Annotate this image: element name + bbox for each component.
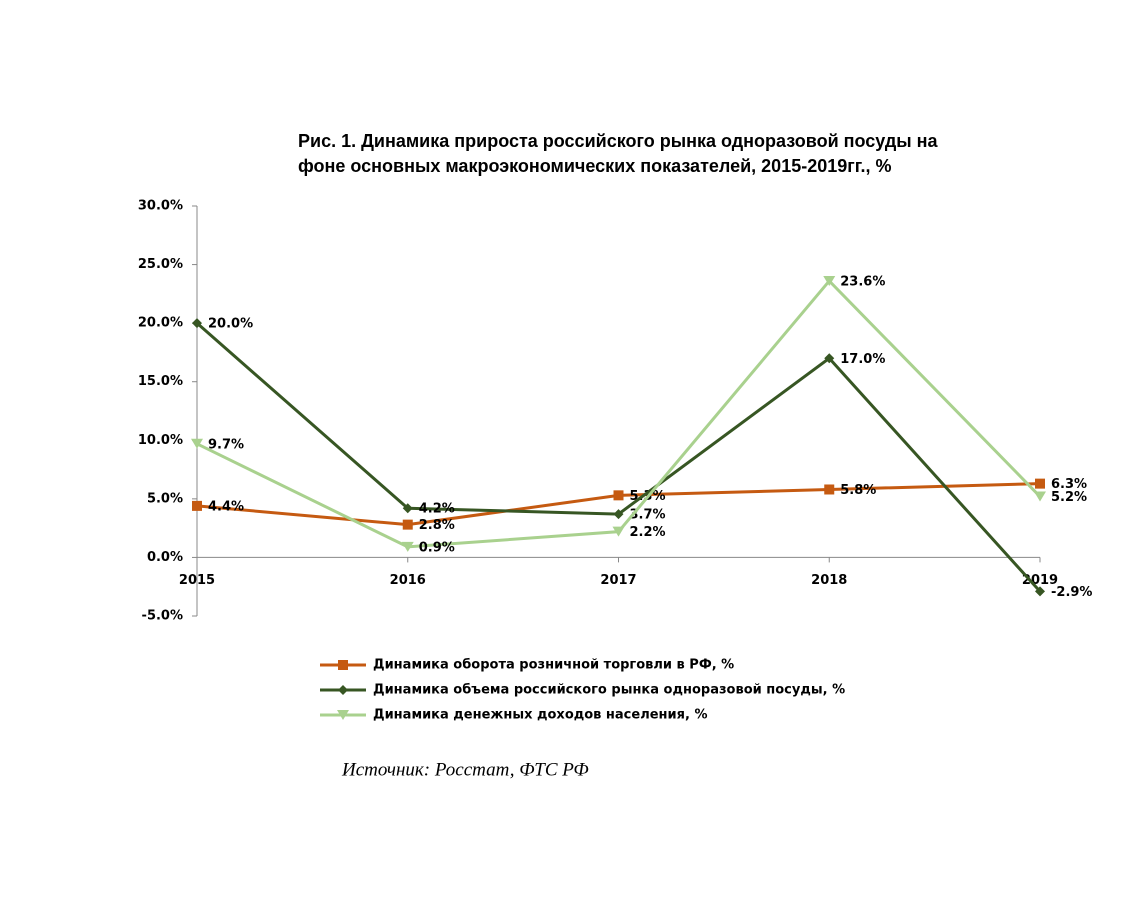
y-tick-label: 0.0% <box>147 550 183 565</box>
y-tick-label: 5.0% <box>147 491 183 506</box>
legend-marker <box>338 660 348 670</box>
data-point <box>1035 478 1045 489</box>
x-tick-label: 2018 <box>811 573 847 588</box>
data-label: 4.2% <box>419 502 455 517</box>
data-point <box>1034 491 1046 502</box>
data-point <box>192 318 202 329</box>
data-point <box>402 503 413 514</box>
x-tick-label: 2019 <box>1022 573 1058 588</box>
legend-marker <box>338 685 348 695</box>
legend-label: Динамика денежных доходов населения, % <box>373 708 707 723</box>
y-tick-label: 15.0% <box>138 374 183 389</box>
series-line <box>196 322 1042 593</box>
data-label: 5.2% <box>1051 490 1087 505</box>
y-tick-label: 20.0% <box>138 316 183 331</box>
data-label: 9.7% <box>208 437 244 452</box>
x-tick-label: 2016 <box>390 573 426 588</box>
x-tick-label: 2017 <box>600 573 636 588</box>
data-point <box>191 438 203 449</box>
data-label: 20.0% <box>208 317 253 332</box>
data-point <box>1035 586 1045 597</box>
data-point <box>613 509 624 520</box>
x-tick-label: 2015 <box>179 573 215 588</box>
data-point <box>823 275 836 286</box>
y-tick-label: 30.0% <box>138 199 183 214</box>
data-label: 4.4% <box>208 499 244 514</box>
legend-label: Динамика объема российского рынка однора… <box>373 683 845 698</box>
data-point <box>401 541 414 552</box>
data-point <box>824 484 835 495</box>
data-label: 2.2% <box>630 525 666 540</box>
y-tick-label: 25.0% <box>138 257 183 272</box>
legend-label: Динамика оборота розничной торговли в РФ… <box>373 658 734 673</box>
legend-marker <box>337 710 349 720</box>
chart-title: фоне основных макроэкономических показат… <box>298 156 891 176</box>
y-tick-label: -5.0% <box>142 609 183 624</box>
source-note: Источник: Росстат, ФТС РФ <box>341 759 589 780</box>
data-label: 2.8% <box>419 518 455 533</box>
series-line <box>196 278 1042 549</box>
data-label: -2.9% <box>1051 585 1092 600</box>
data-label: 6.3% <box>1051 477 1087 492</box>
data-point <box>402 519 413 530</box>
data-point <box>613 490 624 501</box>
y-tick-label: 10.0% <box>138 433 183 448</box>
data-label: 17.0% <box>840 352 885 367</box>
data-point <box>192 500 202 511</box>
data-label: 5.8% <box>840 483 876 498</box>
data-label: 23.6% <box>840 274 885 289</box>
data-label: 0.9% <box>419 540 455 555</box>
data-point <box>824 353 835 364</box>
chart-title: Рис. 1. Динамика прироста российского ры… <box>298 131 939 151</box>
data-point <box>612 526 625 537</box>
data-label: 3.7% <box>630 508 666 523</box>
